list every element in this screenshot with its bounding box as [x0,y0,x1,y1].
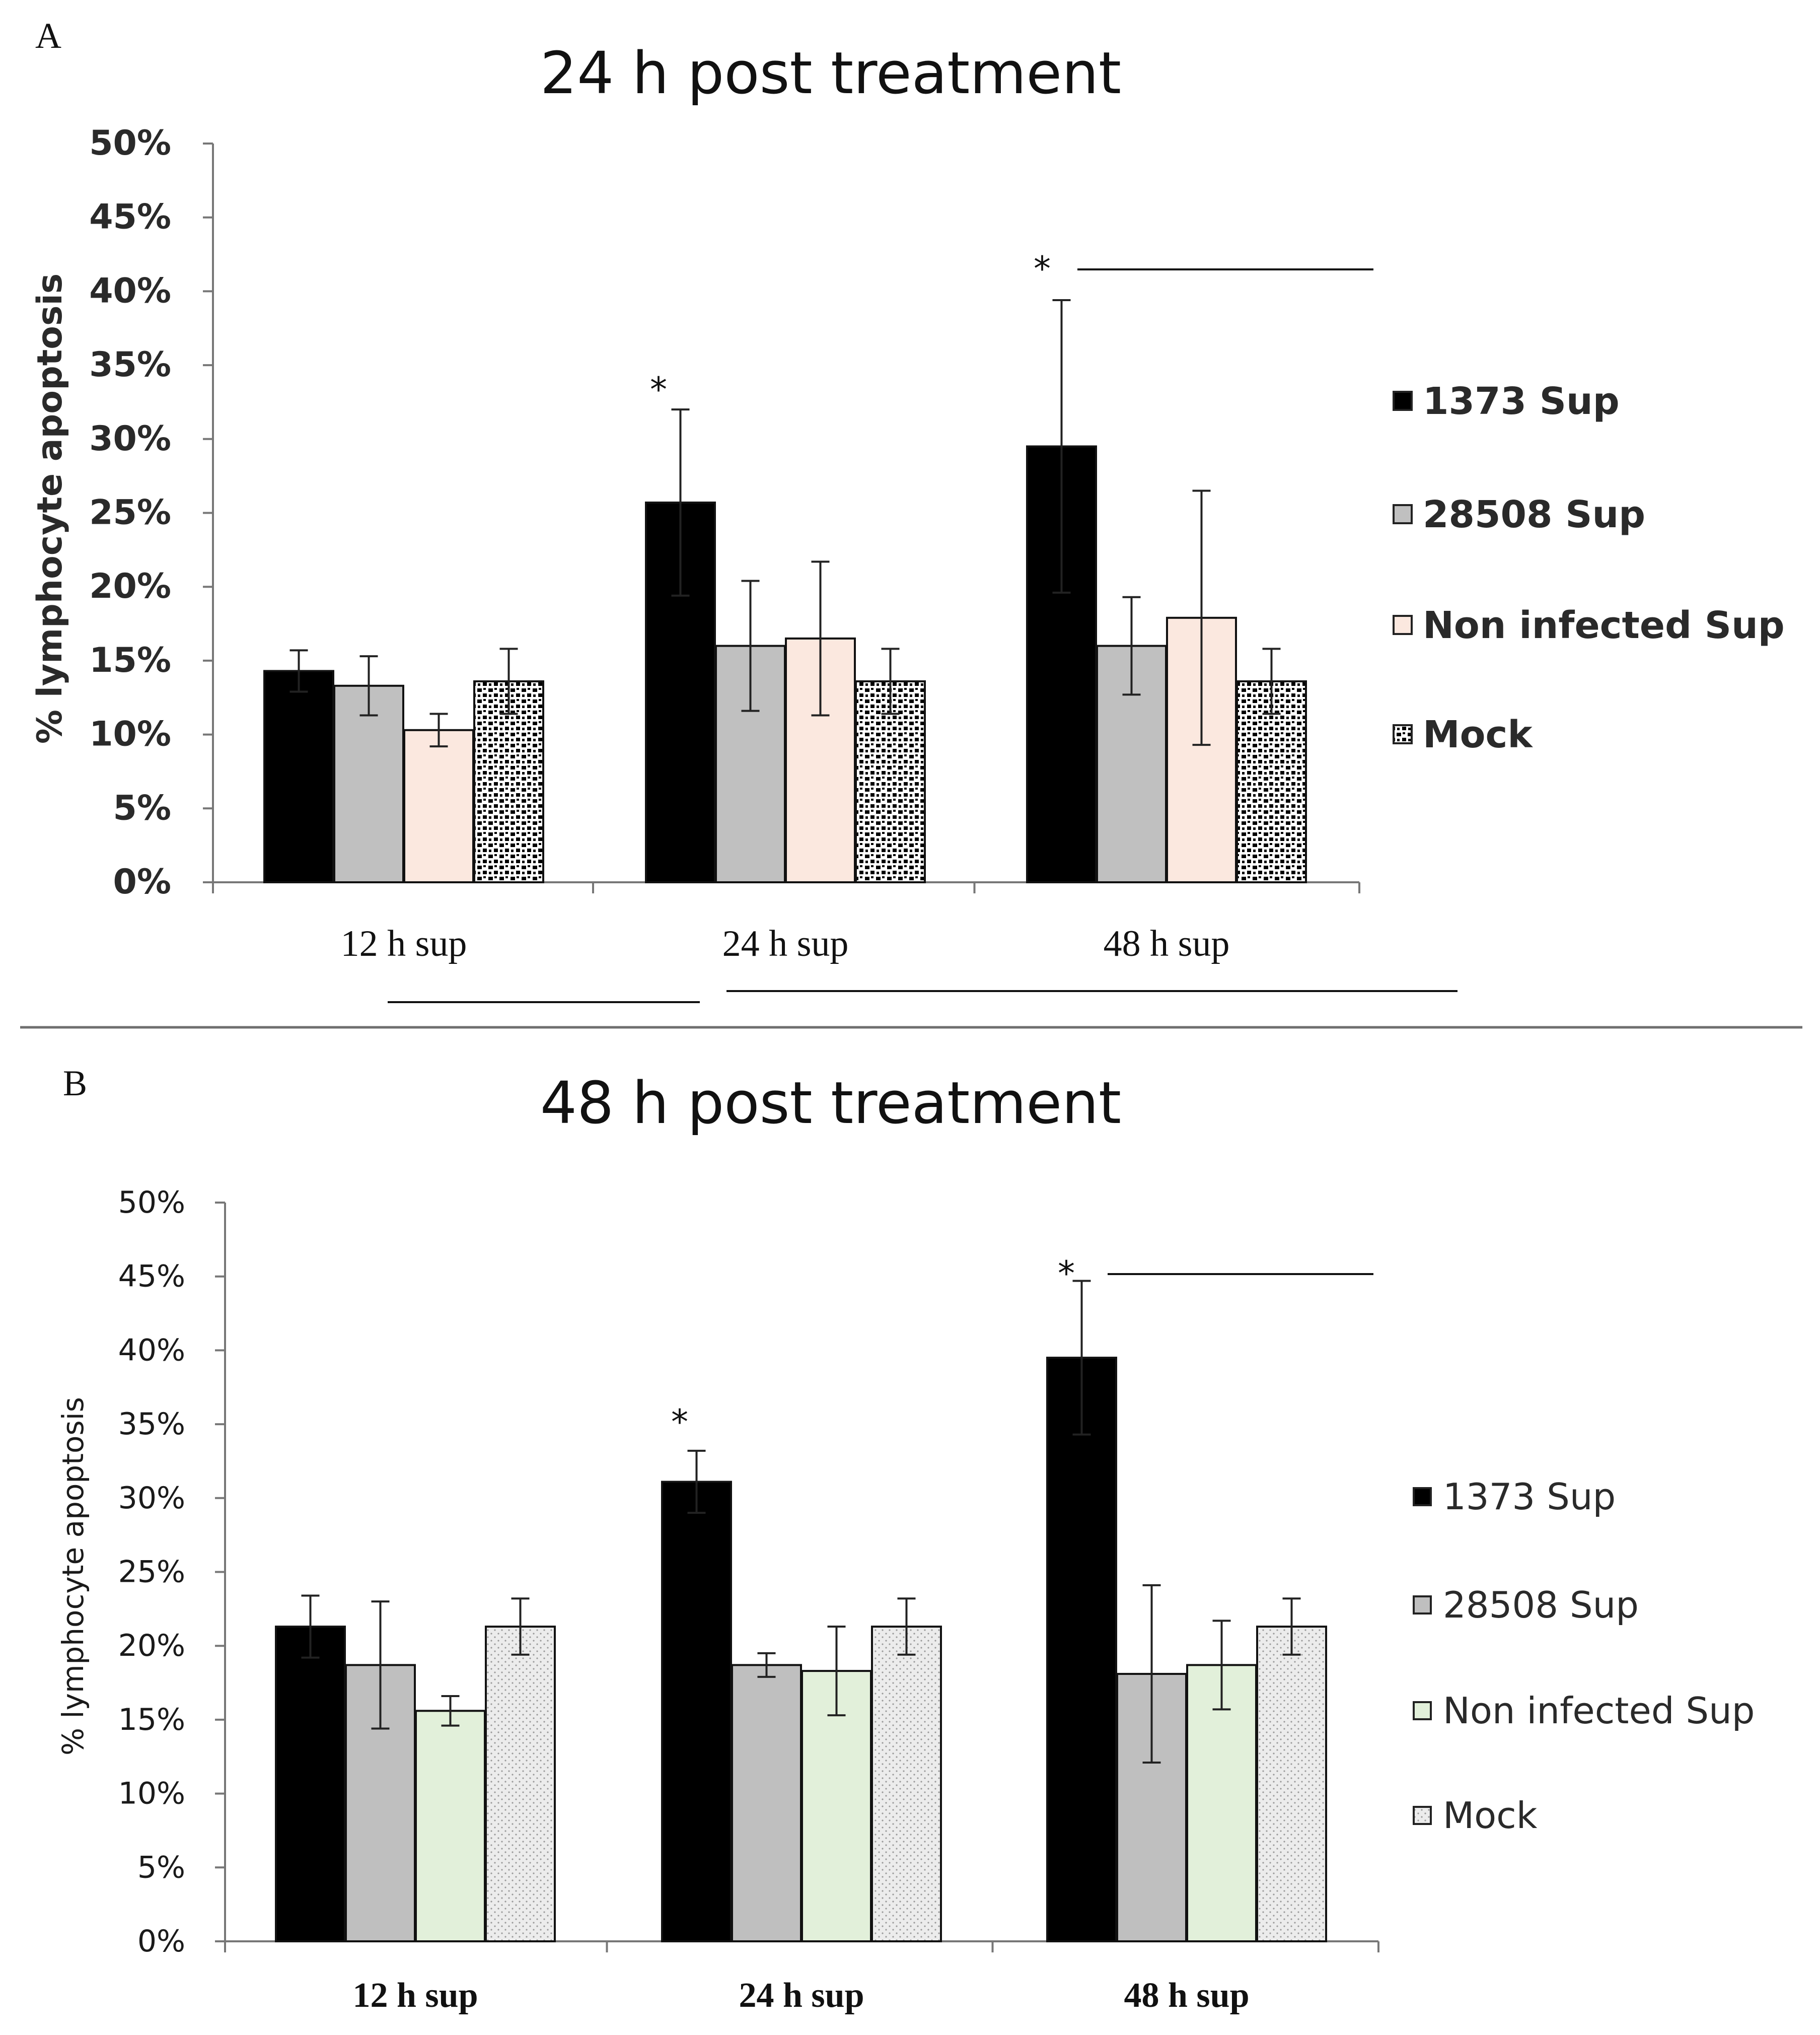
panel-b: B 48 h post treatment % lymphocyte apopt… [56,991,1755,2015]
y-tick-label: 45% [118,1259,185,1294]
legend-label: 1373 Sup [1423,380,1620,423]
y-tick-label: 30% [118,1481,185,1516]
y-tick-label: 50% [89,123,171,163]
significance-star: * [1034,249,1051,289]
legend-label: Non infected Sup [1423,604,1785,647]
y-tick-label: 0% [137,1924,185,1959]
bar [404,730,473,882]
y-axis: 0% 5% 10% 15% 20% 25% 30% 35% 40% 45% 50% [118,1185,225,1959]
y-tick-label: 30% [89,419,171,459]
bar [1257,1627,1326,1941]
category-label: 24 h sup [722,923,849,964]
significance-star: * [1058,1254,1075,1294]
y-tick-label: 20% [118,1628,185,1663]
significance-star: * [671,1402,688,1442]
y-tick-label: 15% [89,641,171,680]
legend-swatch [1394,392,1412,410]
bar [662,1482,731,1941]
y-tick-label: 20% [89,567,171,606]
bar [264,671,333,882]
bar [1047,1358,1116,1941]
y-tick-label: 50% [118,1185,185,1220]
legend-swatch [1394,725,1412,743]
figure: A 24 h post treatment % lymphocyte apopt… [0,0,1820,2035]
category-label: 12 h sup [352,1976,478,2015]
legend-label: Non infected Sup [1443,1690,1755,1732]
legend-label: Mock [1423,713,1533,756]
legend-label: 1373 Sup [1443,1476,1616,1518]
y-tick-label: 10% [118,1776,185,1811]
category-label: 24 h sup [739,1976,864,2015]
x-axis-categories: 12 h sup 24 h sup 48 h sup [352,1976,1249,2015]
y-tick-label: 0% [113,862,171,902]
y-tick-label: 25% [89,493,171,533]
bar [732,1665,801,1941]
legend-swatch [1394,505,1412,523]
y-tick-label: 45% [89,197,171,237]
legend-label: 28508 Sup [1423,493,1645,536]
y-tick-label: 25% [118,1555,185,1590]
bar [486,1627,555,1941]
y-tick-label: 35% [89,345,171,385]
y-tick-label: 10% [89,715,171,754]
y-tick-label: 5% [113,788,171,828]
panel-label: B [63,1063,87,1103]
y-axis-label: % lymphocyte apoptosis [30,273,70,744]
y-tick-label: 40% [89,271,171,311]
legend: 1373 Sup 28508 Sup Non infected Sup Mock [1394,380,1785,756]
legend-swatch [1414,1807,1431,1824]
y-tick-label: 35% [118,1407,185,1442]
legend-swatch [1394,616,1412,634]
y-axis: 0% 5% 10% 15% 20% 25% 30% 35% 40% 45% 50% [89,123,213,902]
y-axis-label: % lymphocyte apoptosis [56,1397,90,1756]
category-label: 48 h sup [1124,1976,1249,2015]
legend-swatch [1414,1596,1431,1613]
legend: 1373 Sup 28508 Sup Non infected Sup Mock [1414,1476,1755,1837]
legend-label: 28508 Sup [1443,1584,1639,1626]
legend-swatch [1414,1702,1431,1719]
panel-a: A 24 h post treatment % lymphocyte apopt… [30,16,1785,1002]
legend-label: Mock [1443,1794,1538,1837]
y-tick-label: 5% [137,1850,185,1885]
bar [416,1711,485,1941]
y-tick-label: 40% [118,1332,185,1368]
legend-swatch [1414,1488,1431,1505]
bar [276,1627,345,1941]
chart-title: 24 h post treatment [540,40,1121,107]
bars [264,300,1306,882]
significance-star: * [650,370,667,410]
category-label: 48 h sup [1104,923,1230,964]
y-tick-label: 15% [118,1702,185,1737]
category-label: 12 h sup [341,923,467,964]
panel-label: A [35,16,61,56]
bars [276,1281,1326,1941]
bar [872,1627,941,1941]
x-axis-categories: 12 h sup 24 h sup 48 h sup [341,923,1230,964]
chart-title: 48 h post treatment [540,1070,1121,1137]
